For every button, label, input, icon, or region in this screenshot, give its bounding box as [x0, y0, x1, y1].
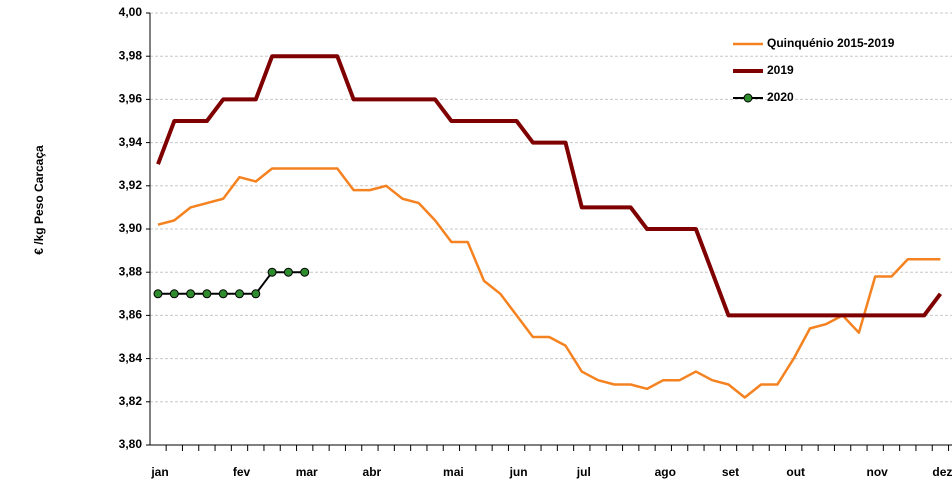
legend-marker	[743, 93, 753, 103]
legend-label: Quinquénio 2015-2019	[767, 36, 895, 50]
y-tick-label: 3,92	[119, 178, 143, 192]
marker	[186, 289, 196, 299]
marker	[267, 267, 277, 277]
marker	[218, 289, 228, 299]
x-tick-label: jul	[576, 465, 591, 479]
y-tick-label: 3,98	[119, 48, 143, 62]
x-tick-label: fev	[233, 465, 251, 479]
y-tick-label: 3,96	[119, 92, 143, 106]
x-tick-label: mai	[443, 465, 464, 479]
marker	[235, 289, 244, 299]
y-tick-label: 3,86	[119, 308, 143, 322]
x-tick-label: abr	[363, 465, 382, 479]
legend-label: 2019	[767, 63, 794, 77]
marker	[153, 289, 163, 299]
series-line	[156, 54, 942, 318]
y-tick-label: 3,82	[119, 394, 143, 408]
y-tick-label: 4,00	[119, 5, 143, 19]
x-tick-label: nov	[867, 465, 889, 479]
marker	[202, 289, 212, 299]
series-line	[157, 167, 941, 399]
marker	[283, 267, 293, 277]
x-tick-label: out	[786, 465, 805, 479]
y-axis-label: € /kg Peso Carcaça	[32, 145, 46, 255]
y-tick-label: 3,94	[119, 135, 143, 149]
x-tick-label: ago	[655, 465, 676, 479]
legend-label: 2020	[767, 90, 794, 104]
x-tick-label: set	[722, 465, 739, 479]
y-tick-label: 3,84	[119, 351, 143, 365]
marker	[169, 289, 179, 299]
x-tick-label: mar	[296, 465, 318, 479]
x-tick-label: dez	[932, 465, 952, 479]
marker	[251, 289, 261, 299]
series-line	[158, 271, 305, 295]
x-tick-label: jun	[509, 465, 528, 479]
x-tick-label: jan	[150, 465, 168, 479]
y-tick-label: 3,80	[119, 437, 143, 451]
y-tick-label: 3,90	[119, 221, 143, 235]
marker	[300, 267, 310, 277]
y-tick-label: 3,88	[119, 264, 143, 278]
